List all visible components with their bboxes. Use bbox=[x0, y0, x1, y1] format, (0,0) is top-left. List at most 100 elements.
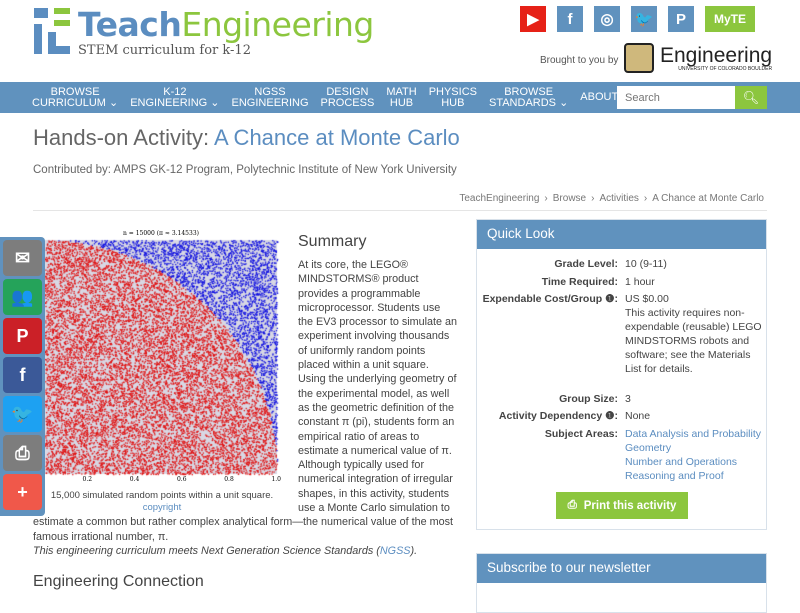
ngss-link[interactable]: NGSS bbox=[379, 544, 411, 557]
quick-look-row: Activity Dependency ❶: None bbox=[477, 409, 765, 427]
plot-x-tick: 0.6 bbox=[176, 476, 187, 483]
plot-x-ticks: 00.20.40.60.81.0 bbox=[41, 476, 281, 484]
nav-label-1: BROWSE bbox=[504, 85, 554, 98]
plus-icon: + bbox=[17, 481, 28, 502]
contributed-by: Contributed by: AMPS GK-12 Program, Poly… bbox=[33, 164, 457, 176]
breadcrumb-item[interactable]: Browse bbox=[552, 193, 587, 204]
newsletter-title: Subscribe to our newsletter bbox=[477, 554, 766, 583]
nav-label-1: DESIGN bbox=[326, 85, 369, 98]
email-icon: ✉ bbox=[14, 247, 31, 268]
nav-item[interactable]: NGSS ENGINEERING bbox=[232, 85, 309, 109]
plot-x-tick: 1.0 bbox=[271, 476, 281, 483]
brand-tagline: STEM curriculum for k-12 bbox=[78, 43, 251, 58]
value-text: None bbox=[625, 410, 651, 422]
twitter-icon: 🐦 bbox=[11, 403, 34, 424]
plus-share-button[interactable]: + bbox=[3, 474, 42, 510]
subject-link[interactable]: Data Analysis and Probability bbox=[625, 427, 761, 440]
twitter-link[interactable]: 🐦 bbox=[631, 6, 657, 32]
nav-label-1: BROWSE bbox=[50, 85, 100, 98]
monte-carlo-plot-image bbox=[45, 230, 283, 488]
pinterest-icon: P bbox=[16, 325, 29, 346]
facebook-link[interactable]: f bbox=[557, 6, 583, 32]
logo-mark-icon bbox=[34, 8, 70, 54]
ngss-text: This engineering curriculum meets Next G… bbox=[33, 544, 380, 557]
teachengineering-logo[interactable]: TeachEngineering STEM curriculum for k-1… bbox=[34, 8, 374, 57]
cu-engineering-logo[interactable]: Engineering UNIVERSITY OF COLORADO BOULDE… bbox=[624, 43, 772, 73]
ngss-note: This engineering curriculum meets Next G… bbox=[33, 544, 458, 558]
quick-look-key: Grade Level: bbox=[554, 258, 618, 270]
pinterest-link[interactable]: P bbox=[668, 6, 694, 32]
cu-logo-icon bbox=[624, 43, 654, 73]
breadcrumb-separator: › bbox=[591, 193, 595, 204]
breadcrumb-separator: › bbox=[544, 193, 548, 204]
sponsor-sub: UNIVERSITY OF COLORADO BOULDER bbox=[678, 65, 773, 72]
instagram-link[interactable]: ◎ bbox=[594, 6, 620, 32]
quick-look-value: 1 hour bbox=[625, 275, 765, 293]
nav-label-2: CURRICULUM ⌄ bbox=[32, 96, 119, 109]
quick-look-row: Grade Level: 10 (9-11) bbox=[477, 257, 765, 275]
print-icon: ⎙ bbox=[567, 499, 577, 511]
search-input[interactable] bbox=[617, 86, 735, 109]
quick-look-row: Group Size: 3 bbox=[477, 392, 765, 410]
pinterest-share-button[interactable]: P bbox=[3, 318, 42, 354]
breadcrumb-item[interactable]: TeachEngineering bbox=[459, 193, 540, 204]
plot-x-tick: 0.8 bbox=[224, 476, 234, 483]
main-content: n = 15000 (π ≈ 3.14533) 00.20.40.60.81.0… bbox=[33, 230, 458, 592]
quick-look-value: 3 bbox=[625, 392, 765, 410]
nav-item[interactable]: BROWSE CURRICULUM ⌄ bbox=[32, 85, 119, 109]
youtube-link[interactable]: ▶ bbox=[520, 6, 546, 32]
nav-label-2: ENGINEERING ⌄ bbox=[130, 96, 220, 109]
myte-button[interactable]: MyTE bbox=[705, 6, 755, 32]
print-share-button[interactable]: ⎙ bbox=[3, 435, 42, 471]
nav-item[interactable]: MATH HUB bbox=[386, 86, 416, 109]
nav-label-1: PHYSICS bbox=[428, 85, 477, 98]
nav-label-2: PROCESS bbox=[320, 96, 375, 109]
search-icon: 🔍︎ bbox=[742, 89, 760, 105]
value-text: 1 hour bbox=[625, 275, 655, 288]
facebook-share-button[interactable]: f bbox=[3, 357, 42, 393]
google-classroom-share-button[interactable]: 👥 bbox=[3, 279, 42, 315]
nav-item[interactable]: K-12 ENGINEERING ⌄ bbox=[130, 85, 220, 109]
print-activity-button[interactable]: ⎙ Print this activity bbox=[556, 492, 688, 519]
twitter-share-button[interactable]: 🐦 bbox=[3, 396, 42, 432]
nav-label-2: HUB bbox=[441, 96, 465, 109]
nav-item[interactable]: DESIGN PROCESS bbox=[320, 85, 375, 109]
engineering-connection-heading: Engineering Connection bbox=[33, 573, 204, 591]
ngss-text-end: ). bbox=[410, 544, 418, 557]
divider bbox=[33, 210, 767, 211]
quick-look-row: Subject Areas: Data Analysis and Probabil… bbox=[477, 427, 765, 487]
quick-look-value: 10 (9-11) bbox=[625, 257, 765, 275]
search-button[interactable]: 🔍︎ bbox=[735, 86, 767, 109]
quick-look-title: Quick Look bbox=[477, 220, 766, 249]
brand-name-a: Teach bbox=[78, 5, 182, 44]
brand-name-b: Engineering bbox=[181, 5, 374, 44]
nav-item[interactable]: PHYSICS HUB bbox=[428, 85, 477, 109]
newsletter-panel: Subscribe to our newsletter bbox=[476, 553, 767, 613]
monte-carlo-plot: n = 15000 (π ≈ 3.14533) 00.20.40.60.81.0 bbox=[41, 230, 283, 488]
value-text: 10 (9-11) bbox=[625, 258, 667, 270]
print-label: Print this activity bbox=[583, 499, 677, 512]
quick-look-key: Expendable Cost/Group ❶: bbox=[482, 293, 618, 305]
page-title: Hands-on Activity: A Chance at Monte Car… bbox=[33, 125, 460, 151]
breadcrumb-item[interactable]: Activities bbox=[599, 193, 639, 204]
facebook-icon: f bbox=[19, 364, 26, 385]
email-share-button[interactable]: ✉ bbox=[3, 240, 42, 276]
subject-link[interactable]: Reasoning and Proof bbox=[625, 469, 724, 482]
value-text: 3 bbox=[625, 392, 631, 405]
subject-link[interactable]: Number and Operations bbox=[625, 455, 738, 468]
plot-title: n = 15000 (π ≈ 3.14533) bbox=[123, 230, 199, 237]
pinterest-icon: P bbox=[675, 10, 686, 28]
nav-item[interactable]: BROWSE STANDARDS ⌄ bbox=[489, 85, 568, 109]
nav-label-1: NGSS bbox=[254, 85, 286, 98]
print-icon: ⎙ bbox=[15, 442, 30, 463]
subject-link[interactable]: Geometry bbox=[625, 441, 672, 454]
copyright-link[interactable]: copyright bbox=[142, 502, 182, 513]
quick-look-key: Group Size: bbox=[559, 392, 618, 405]
breadcrumb: TeachEngineering › Browse › Activities › A Cha… bbox=[459, 193, 764, 204]
youtube-icon: ▶ bbox=[527, 11, 539, 28]
nav-label-1: K-12 bbox=[163, 85, 187, 98]
quick-look-key: Activity Dependency ❶: bbox=[498, 410, 618, 422]
quick-look-row: Time Required: 1 hour bbox=[477, 275, 765, 293]
nav-item[interactable]: ABOUT ⌄ bbox=[580, 92, 630, 103]
